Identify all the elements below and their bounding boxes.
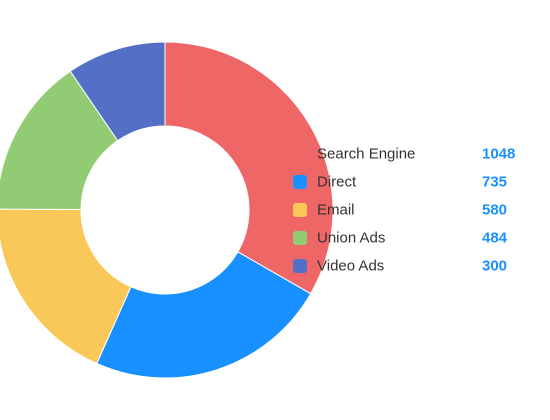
legend-label-direct: Direct bbox=[317, 174, 357, 191]
legend-label-email: Email bbox=[317, 202, 355, 219]
slice-email[interactable] bbox=[0, 208, 132, 365]
legend-item-email[interactable]: Email 580 bbox=[293, 202, 507, 219]
legend-item-search-engine[interactable]: Search Engine 1048 bbox=[317, 146, 515, 163]
donut-slices bbox=[0, 41, 334, 379]
legend-value-video-ads: 300 bbox=[482, 258, 507, 275]
legend-swatch-video-ads bbox=[293, 259, 307, 273]
legend-swatch-email bbox=[293, 203, 307, 217]
slice-union-ads[interactable] bbox=[0, 70, 119, 211]
legend-label-search-engine: Search Engine bbox=[317, 146, 415, 163]
legend-value-email: 580 bbox=[482, 202, 507, 219]
legend-swatch-union-ads bbox=[293, 231, 307, 245]
legend-label-union-ads: Union Ads bbox=[317, 230, 385, 247]
legend-item-direct[interactable]: Direct 735 bbox=[293, 174, 507, 191]
slice-direct[interactable] bbox=[96, 251, 312, 379]
legend-label-video-ads: Video Ads bbox=[317, 258, 384, 275]
legend-swatch-direct bbox=[293, 175, 307, 189]
legend: Search Engine 1048 Direct 735 Email 580 Union … bbox=[293, 146, 515, 275]
slice-search-engine[interactable] bbox=[164, 41, 334, 295]
slice-video-ads[interactable] bbox=[69, 41, 166, 142]
legend-item-union-ads[interactable]: Union Ads 484 bbox=[293, 230, 508, 247]
legend-value-union-ads: 484 bbox=[482, 230, 508, 247]
legend-item-video-ads[interactable]: Video Ads 300 bbox=[293, 258, 507, 275]
legend-value-search-engine: 1048 bbox=[482, 146, 515, 163]
legend-value-direct: 735 bbox=[482, 174, 507, 191]
